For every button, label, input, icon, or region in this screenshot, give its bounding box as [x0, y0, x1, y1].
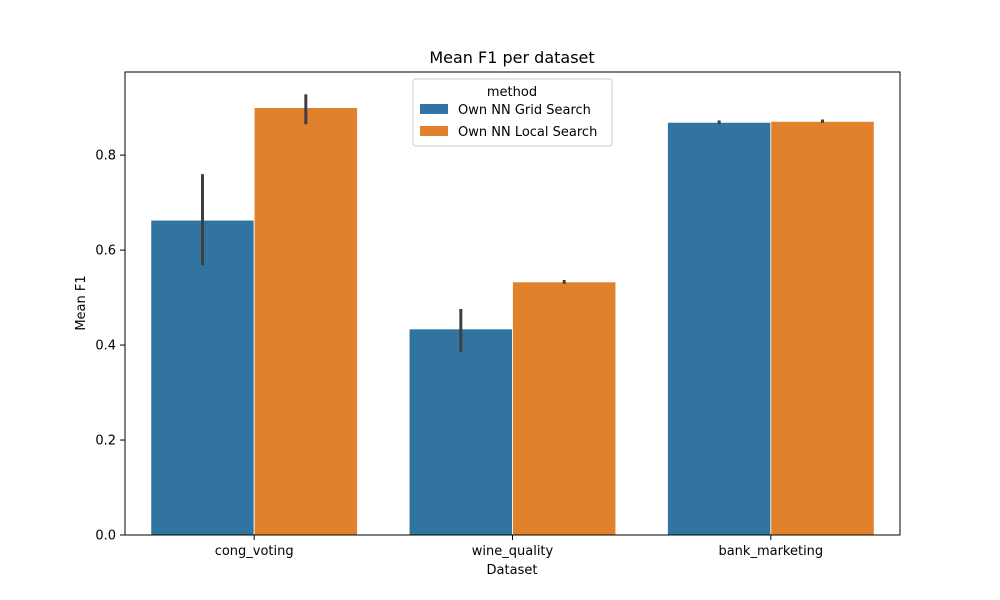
plot-frame	[124, 71, 901, 536]
legend: method Own NN Grid Search Own NN Local S…	[412, 78, 613, 147]
bars-layer	[150, 107, 875, 536]
y-axis: 0.0 0.2 0.4 0.6 0.8	[95, 149, 125, 544]
bar-bank_marketing-0	[667, 121, 772, 536]
y-tick-label-4: 0.8	[95, 149, 116, 164]
bar-bank_marketing-1	[770, 120, 875, 536]
legend-swatch-local-search	[420, 126, 448, 136]
legend-label-local-search: Own NN Local Search	[458, 125, 597, 140]
legend-label-grid-search: Own NN Grid Search	[458, 103, 591, 118]
chart-title: Mean F1 per dataset	[429, 48, 594, 67]
bar-wine_quality-1	[512, 281, 617, 536]
y-axis-label: Mean F1	[74, 275, 89, 330]
x-axis-label: Dataset	[487, 563, 538, 578]
bar-cong_voting-1	[253, 107, 358, 536]
x-tick-label-wine_quality: wine_quality	[472, 544, 554, 559]
y-tick-label-2: 0.4	[95, 339, 116, 354]
y-tick-label-1: 0.2	[95, 434, 116, 449]
x-axis: cong_voting wine_quality bank_marketing	[215, 535, 823, 559]
bar-wine_quality-0	[408, 328, 513, 536]
legend-box	[412, 78, 613, 147]
x-tick-label-bank_marketing: bank_marketing	[718, 544, 823, 559]
y-tick-label-3: 0.6	[95, 244, 116, 259]
x-tick-label-cong_voting: cong_voting	[215, 544, 294, 559]
error-bars-layer	[201, 94, 824, 352]
y-tick-label-0: 0.0	[95, 529, 116, 544]
legend-title: method	[487, 85, 537, 100]
legend-swatch-grid-search	[420, 104, 448, 114]
bar-cong_voting-0	[150, 219, 255, 536]
